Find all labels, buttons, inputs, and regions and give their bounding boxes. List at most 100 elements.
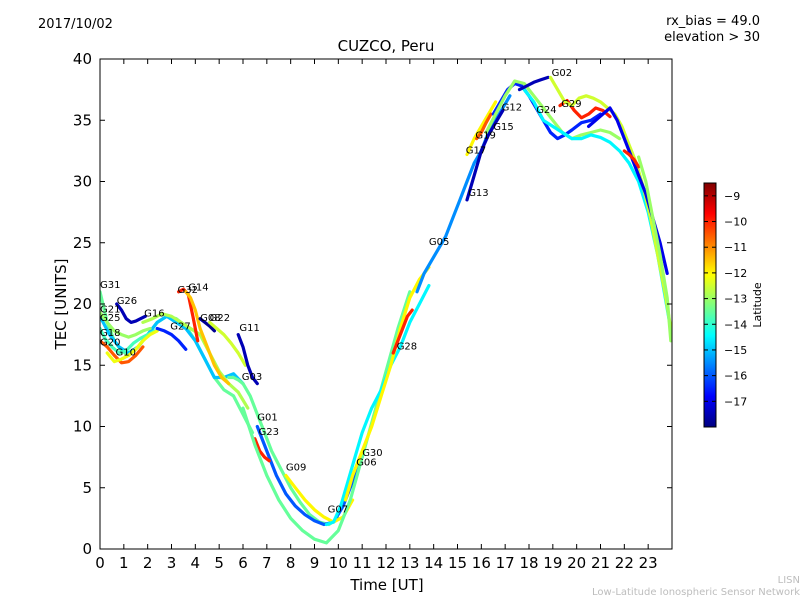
y-axis-label: TEC [UNITS]	[52, 259, 70, 351]
label-g26: G26	[117, 296, 137, 307]
label-g31: G31	[100, 280, 120, 291]
series-g23	[253, 437, 271, 463]
series-g12	[484, 79, 622, 141]
x-tick-label: 11	[353, 554, 372, 572]
label-g23: G23	[259, 427, 279, 438]
y-tick-label: 15	[73, 356, 92, 374]
chart-title: CUZCO, Peru	[337, 37, 435, 55]
x-tick-label: 14	[424, 554, 443, 572]
series-g28	[391, 308, 414, 355]
colorbar-tick-label: −12	[724, 267, 747, 280]
label-g17: G17	[466, 145, 486, 156]
colorbar-tick-label: −10	[724, 216, 747, 229]
colorbar-tick-label: −17	[724, 395, 747, 408]
label-g28: G28	[397, 341, 417, 352]
label-g09: G09	[286, 463, 306, 474]
series-g21b	[622, 149, 641, 169]
y-tick-label: 5	[82, 479, 92, 497]
x-tick-label: 9	[310, 554, 320, 572]
x-tick-label: 0	[95, 554, 105, 572]
label-g25: G25	[100, 313, 120, 324]
label-g27: G27	[170, 322, 190, 333]
series-g13	[465, 108, 505, 202]
series-g14	[184, 290, 231, 386]
series-g02	[517, 75, 550, 92]
x-tick-label: 17	[496, 554, 515, 572]
series-g22	[208, 320, 247, 367]
label-g02: G02	[552, 68, 572, 79]
x-tick-label: 6	[238, 554, 248, 572]
x-tick-label: 7	[262, 554, 272, 572]
label-g11: G11	[239, 323, 259, 334]
x-tick-label: 5	[214, 554, 224, 572]
series-g09	[284, 473, 355, 524]
label-g10: G10	[116, 347, 136, 358]
colorbar: −17 −16 −15 −14 −13 −12 −11 −10 −9 Latitude	[703, 182, 764, 428]
x-tick-label: 16	[472, 554, 491, 572]
colorbar-label: Latitude	[751, 282, 764, 328]
colorbar-tick-label: −14	[724, 318, 747, 331]
label-g16: G16	[144, 308, 164, 319]
x-tick-label: 23	[639, 554, 658, 572]
colorbar-tick-label: −13	[724, 293, 747, 306]
x-axis: 0 1 2 3 4 5 6 7 8 9 10 11 12 13 14 15 16 17 18 19 20 21 22 23	[95, 59, 658, 572]
x-tick-label: 20	[567, 554, 586, 572]
label-g22: G22	[210, 313, 230, 324]
series-g10b	[636, 155, 672, 343]
x-tick-label: 10	[329, 554, 348, 572]
series-g30	[343, 265, 431, 502]
label-g05: G05	[429, 237, 449, 248]
credit-long: Low-Latitude Ionospheric Sensor Network	[592, 587, 800, 598]
elevation-text: elevation > 30	[664, 30, 760, 45]
x-tick-label: 3	[167, 554, 177, 572]
credit-block: LISN Low-Latitude Ionospheric Sensor Net…	[592, 575, 800, 599]
x-tick-label: 2	[143, 554, 153, 572]
x-tick-label: 4	[191, 554, 201, 572]
x-tick-label: 12	[376, 554, 395, 572]
label-g15: G15	[493, 122, 513, 133]
series-g03	[227, 375, 340, 527]
series-g06	[324, 284, 431, 527]
series-g19	[475, 112, 493, 141]
x-tick-label: 18	[519, 554, 538, 572]
series-g08	[198, 317, 216, 333]
y-tick-label: 35	[73, 111, 92, 129]
rx-bias-text: rx_bias = 49.0	[666, 14, 760, 29]
credit-short: LISN	[777, 575, 800, 586]
series-g27	[155, 326, 188, 351]
colorbar-gradient	[703, 182, 717, 428]
label-g29: G29	[561, 99, 581, 110]
series-g17	[465, 100, 498, 157]
series-g01	[255, 424, 364, 527]
label-g06: G06	[356, 458, 376, 469]
y-tick-label: 20	[73, 295, 92, 313]
label-g19: G19	[475, 131, 495, 142]
date-label: 2017/10/02	[38, 17, 113, 32]
label-g21: G21	[100, 305, 120, 316]
x-axis-label: Time [UT]	[349, 576, 423, 594]
y-tick-label: 0	[82, 540, 92, 558]
colorbar-ticks: −17 −16 −15 −14 −13 −12 −11 −10 −9	[704, 190, 747, 408]
series-g24	[522, 87, 672, 324]
colorbar-tick-label: −9	[724, 190, 740, 203]
label-g24: G24	[536, 105, 556, 116]
colorbar-tick-label: −11	[724, 241, 747, 254]
label-g08: G08	[200, 313, 220, 324]
series-g10	[105, 329, 159, 364]
label-g30: G30	[362, 448, 382, 459]
label-g03: G03	[242, 372, 262, 383]
label-g32: G32	[178, 285, 198, 296]
x-tick-label: 8	[286, 554, 296, 572]
y-tick-label: 40	[73, 50, 92, 68]
label-g14: G14	[188, 283, 208, 294]
series-g11	[236, 333, 259, 386]
y-tick-label: 25	[73, 234, 92, 252]
series-g26	[115, 302, 147, 324]
colorbar-tick-label: −16	[724, 370, 747, 383]
x-tick-label: 13	[400, 554, 419, 572]
x-tick-label: 15	[448, 554, 467, 572]
x-tick-label: 1	[119, 554, 129, 572]
x-tick-label: 22	[615, 554, 634, 572]
